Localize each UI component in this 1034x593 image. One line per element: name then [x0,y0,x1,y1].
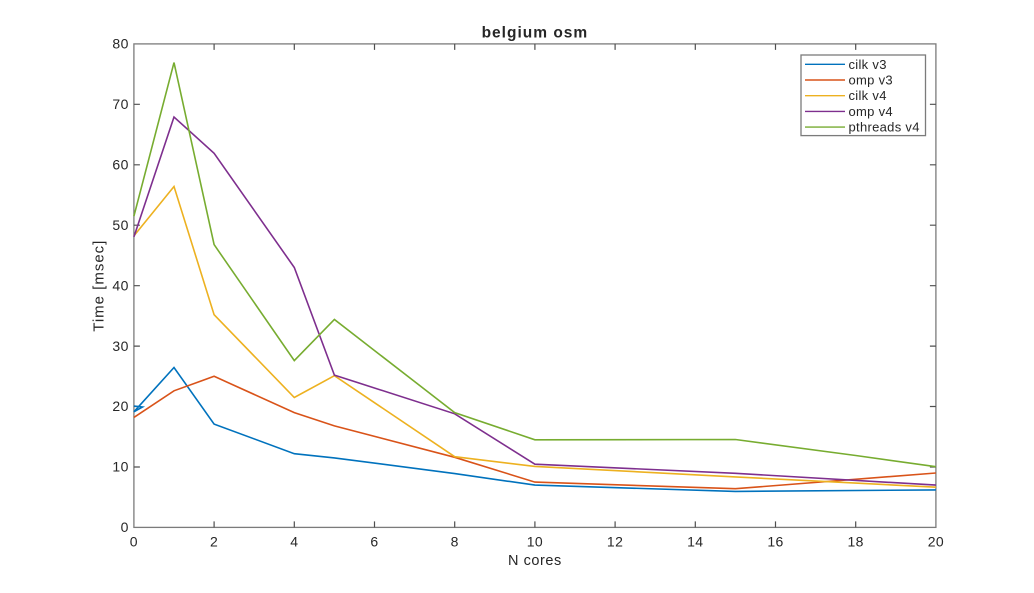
svg-text:80: 80 [112,36,128,52]
svg-text:belgium osm: belgium osm [482,25,589,42]
svg-text:20: 20 [112,398,128,414]
svg-text:14: 14 [687,534,703,550]
svg-text:cilk v3: cilk v3 [849,57,887,72]
svg-text:10: 10 [527,534,543,550]
svg-text:pthreads v4: pthreads v4 [849,120,920,135]
svg-text:omp v4: omp v4 [849,104,893,119]
svg-text:40: 40 [112,277,128,293]
svg-text:N cores: N cores [508,553,562,569]
svg-text:16: 16 [767,534,783,550]
svg-text:0: 0 [130,534,138,550]
svg-text:30: 30 [112,338,128,354]
svg-text:10: 10 [112,459,128,475]
svg-text:50: 50 [112,217,128,233]
svg-text:omp v3: omp v3 [849,73,893,88]
svg-text:12: 12 [607,534,623,550]
svg-text:70: 70 [112,96,128,112]
svg-text:cilk v4: cilk v4 [849,88,887,103]
svg-text:0: 0 [121,519,129,535]
svg-text:4: 4 [290,534,298,550]
svg-text:20: 20 [928,534,944,550]
svg-text:Time [msec]: Time [msec] [91,240,108,332]
svg-text:6: 6 [370,534,378,550]
svg-text:2: 2 [210,534,218,550]
svg-text:60: 60 [112,157,128,173]
svg-text:8: 8 [451,534,459,550]
svg-text:18: 18 [848,534,864,550]
